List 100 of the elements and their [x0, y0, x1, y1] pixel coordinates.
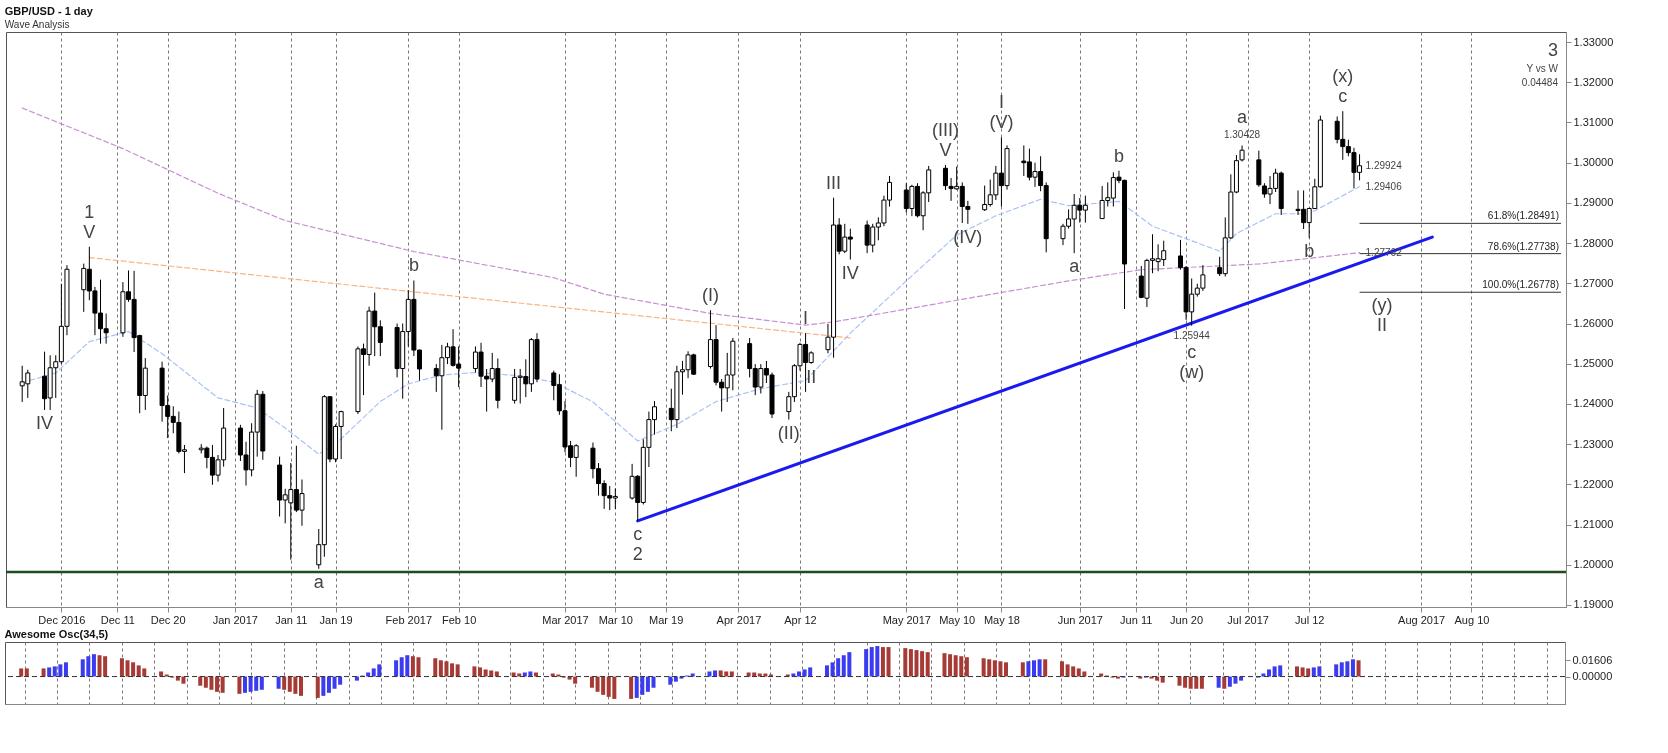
- bar: [282, 676, 287, 690]
- x-tick-label: Jul 12: [1295, 613, 1325, 626]
- y-tick-label: 1.29000: [1573, 196, 1614, 209]
- bar: [237, 676, 242, 694]
- bar: [1059, 661, 1064, 677]
- annotation: (I): [701, 285, 719, 306]
- bar: [298, 676, 303, 696]
- bar: [63, 662, 68, 677]
- bar: [864, 649, 869, 677]
- y-tick-label: 1.19000: [1573, 598, 1614, 611]
- annotation: 1.25944: [1173, 330, 1211, 342]
- bar: [259, 676, 264, 690]
- bar: [1267, 669, 1272, 677]
- annotation: (II): [777, 422, 800, 443]
- bar: [925, 652, 930, 677]
- bar: [645, 676, 650, 692]
- y-tick-label: 1.30000: [1573, 156, 1614, 169]
- y-tick-label: 1.31000: [1573, 115, 1614, 128]
- annotation: II: [1376, 315, 1387, 336]
- y-tick-label: 1.27000: [1573, 276, 1614, 289]
- bar: [707, 671, 712, 677]
- y-tick-label: 1.21000: [1573, 518, 1614, 531]
- bar: [366, 672, 371, 677]
- bar: [1261, 673, 1266, 677]
- annotation: V: [83, 221, 96, 242]
- annotation: 3: [1547, 40, 1558, 60]
- annotation: b: [1113, 145, 1124, 166]
- chart-subtitle: Wave Analysis: [4, 19, 70, 30]
- annotation: 1: [84, 201, 95, 222]
- annotation: b: [408, 255, 419, 276]
- candlestick: [942, 164, 948, 191]
- y-tick-label: 1.25000: [1573, 357, 1614, 370]
- bar: [41, 668, 46, 677]
- bar: [1350, 659, 1355, 677]
- x-tick-label: Jan 19: [319, 613, 353, 626]
- x-tick-label: May 10: [939, 613, 976, 626]
- bar: [1183, 676, 1188, 688]
- bar: [394, 660, 399, 677]
- x-tick-label: Jan 2017: [212, 613, 258, 626]
- y-tick-label: 1.28000: [1573, 236, 1614, 249]
- annotation: (y): [1371, 295, 1393, 316]
- y-tick-label: 1.22000: [1573, 477, 1614, 490]
- y-tick-label: 1.24000: [1573, 397, 1614, 410]
- bar: [886, 647, 891, 677]
- x-tick-label: Mar 19: [649, 613, 684, 626]
- y-tick-label: 0.01606: [1572, 653, 1613, 666]
- bar: [1222, 676, 1227, 689]
- ref-line-label: 100.0%(1.26778): [1482, 279, 1559, 291]
- y-tick-label: 1.26000: [1573, 317, 1614, 330]
- annotation: 1.30428: [1223, 128, 1261, 140]
- y-tick-label: 1.33000: [1573, 35, 1614, 48]
- chart-title: Awesome Osc(34,5): [4, 628, 109, 640]
- annotation: c: [1187, 341, 1197, 362]
- bar: [1026, 661, 1031, 677]
- bar: [450, 663, 455, 677]
- x-tick-label: Dec 20: [150, 613, 186, 626]
- bar: [1199, 676, 1204, 689]
- bar: [472, 666, 477, 677]
- y-tick-label: 1.20000: [1573, 558, 1614, 571]
- bar: [119, 658, 124, 677]
- annotation: IV: [36, 412, 54, 433]
- annotation: IV: [841, 262, 859, 283]
- bar: [948, 654, 953, 677]
- bar: [1216, 676, 1221, 688]
- x-tick-label: Jan 11: [275, 613, 308, 626]
- bar: [198, 676, 203, 686]
- ref-line-label: 61.8%(1.28491): [1487, 210, 1559, 222]
- annotation: (IV): [953, 226, 983, 247]
- bar: [651, 676, 656, 688]
- bar: [478, 667, 483, 677]
- x-tick-label: Aug 10: [1454, 613, 1490, 626]
- annotation: 1.29406: [1365, 180, 1403, 192]
- annotation: I: [803, 308, 809, 329]
- bar: [276, 676, 281, 689]
- annotation: II: [806, 366, 817, 387]
- annotation: 2: [632, 543, 643, 564]
- ref-line-label: 78.6%(1.27738): [1487, 240, 1559, 252]
- x-tick-label: May 18: [983, 613, 1020, 626]
- bar: [321, 676, 326, 696]
- x-tick-label: Feb 10: [442, 613, 477, 626]
- annotation: (V): [989, 112, 1014, 133]
- annotation: a: [313, 571, 325, 592]
- y-tick-label: 1.23000: [1573, 437, 1614, 450]
- bar: [354, 676, 359, 681]
- bar: [824, 665, 829, 677]
- bar: [668, 676, 673, 685]
- bar: [903, 648, 908, 677]
- annotation: a: [1237, 107, 1249, 128]
- bar: [942, 653, 947, 677]
- bar: [326, 676, 331, 693]
- bar: [1356, 660, 1361, 677]
- annotation: c: [633, 523, 643, 544]
- bar: [964, 657, 969, 677]
- bar: [455, 664, 460, 677]
- annotation: I: [998, 92, 1004, 113]
- bar: [1004, 662, 1009, 677]
- y-tick-label: 1.32000: [1573, 75, 1614, 88]
- bar: [533, 672, 538, 677]
- annotation: III: [826, 172, 842, 193]
- x-tick-label: Apr 2017: [716, 613, 762, 626]
